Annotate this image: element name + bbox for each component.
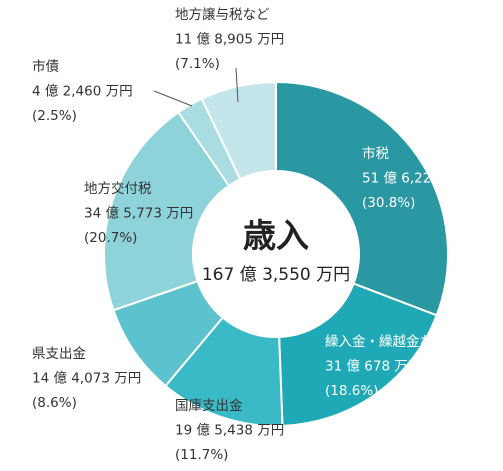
slice-name-label: 市債 bbox=[32, 58, 59, 75]
slice-amount-label: 14 億 4,073 万円 bbox=[32, 371, 141, 387]
leader-line-5 bbox=[153, 90, 193, 107]
slice-amount-label: 11 億 8,905 万円 bbox=[175, 32, 284, 48]
slice-1 bbox=[278, 282, 438, 427]
slice-0 bbox=[275, 80, 449, 317]
slice-6 bbox=[200, 80, 277, 181]
slice-label-3: 県支出金 14 億 4,073 万円 (8.6%) bbox=[32, 346, 141, 411]
slice-percent-label: (11.7%) bbox=[175, 447, 228, 463]
slice-label-0: 市税 51 億 6,223 万円 (30.8%) bbox=[362, 145, 471, 211]
slice-label-4: 地方交付税 34 億 5,773 万円 (20.7%) bbox=[84, 180, 193, 246]
slice-name-label: 県支出金 bbox=[32, 346, 86, 362]
slice-percent-label: (20.7%) bbox=[84, 230, 137, 246]
slice-amount-label: 31 億 678 万円 bbox=[325, 359, 421, 375]
slice-percent-label: (30.8%) bbox=[362, 195, 415, 211]
center-title: 歳入 bbox=[243, 216, 309, 255]
slice-name-label: 市税 bbox=[362, 145, 389, 162]
slice-percent-label: (18.6%) bbox=[325, 383, 378, 399]
leader-line-6 bbox=[235, 67, 239, 103]
slices-layer bbox=[103, 80, 449, 427]
slice-label-6: 地方譲与税など 11 億 8,905 万円 (7.1%) bbox=[175, 7, 284, 72]
slice-label-1: 繰入金・繰越金など 31 億 678 万円 (18.6%) bbox=[325, 334, 447, 399]
slice-4 bbox=[103, 110, 231, 312]
slice-amount-label: 51 億 6,223 万円 bbox=[362, 171, 471, 187]
slice-amount-label: 4 億 2,460 万円 bbox=[32, 84, 133, 100]
slice-percent-label: (7.1%) bbox=[175, 56, 220, 72]
slice-name-label: 国庫支出金 bbox=[175, 398, 243, 414]
slice-percent-label: (2.5%) bbox=[32, 108, 77, 124]
center-layer: 歳入 167 億 3,550 万円 bbox=[202, 216, 350, 285]
leaders-layer bbox=[153, 67, 239, 107]
slice-percent-label: (8.6%) bbox=[32, 395, 77, 411]
slice-name-label: 繰入金・繰越金など bbox=[325, 334, 447, 350]
center-total: 167 億 3,550 万円 bbox=[202, 265, 350, 285]
slice-label-5: 市債 4 億 2,460 万円 (2.5%) bbox=[32, 58, 133, 124]
slice-label-2: 国庫支出金 19 億 5,438 万円 (11.7%) bbox=[175, 398, 284, 463]
slice-amount-label: 34 億 5,773 万円 bbox=[84, 206, 193, 222]
slice-name-label: 地方交付税 bbox=[84, 180, 152, 197]
slice-name-label: 地方譲与税など bbox=[175, 7, 270, 23]
slice-amount-label: 19 億 5,438 万円 bbox=[175, 423, 284, 439]
labels-layer: 市税 51 億 6,223 万円 (30.8%) 繰入金・繰越金など 31 億 678 … bbox=[32, 7, 471, 463]
